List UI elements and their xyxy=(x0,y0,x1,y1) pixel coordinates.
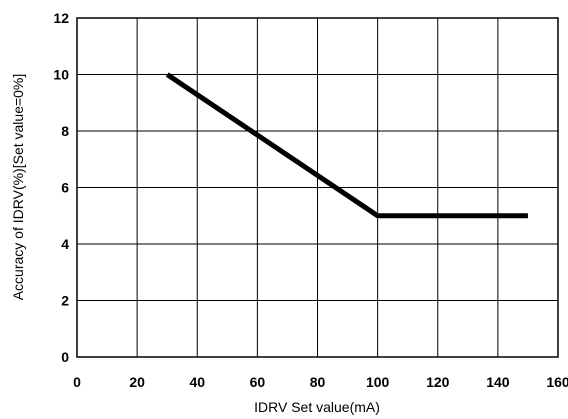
x-tick-label: 0 xyxy=(73,374,81,390)
y-tick-label: 10 xyxy=(53,67,69,83)
x-tick-label: 20 xyxy=(129,374,145,390)
y-tick-label: 0 xyxy=(61,349,69,365)
y-tick-labels: 0 2 4 6 8 10 12 xyxy=(53,10,69,365)
x-tick-label: 80 xyxy=(310,374,326,390)
grid xyxy=(76,17,559,358)
x-tick-label: 40 xyxy=(189,374,205,390)
y-tick-label: 2 xyxy=(61,293,69,309)
x-tick-label: 140 xyxy=(486,374,510,390)
y-tick-label: 6 xyxy=(61,180,69,196)
x-tick-labels: 0 20 40 60 80 100 120 140 160 xyxy=(73,374,568,390)
x-tick-label: 120 xyxy=(426,374,450,390)
x-tick-label: 60 xyxy=(250,374,266,390)
x-axis-label: IDRV Set value(mA) xyxy=(254,399,380,415)
y-tick-label: 12 xyxy=(53,10,69,26)
plot-frame xyxy=(76,17,559,358)
series-group xyxy=(165,72,528,219)
y-tick-label: 8 xyxy=(61,123,69,139)
x-tick-label: 100 xyxy=(366,374,390,390)
y-axis-label: Accuracy of IDRV(%)[Set value=0%] xyxy=(10,74,26,301)
x-tick-label: 160 xyxy=(546,374,568,390)
series-line xyxy=(165,72,528,219)
y-tick-label: 4 xyxy=(61,236,69,252)
